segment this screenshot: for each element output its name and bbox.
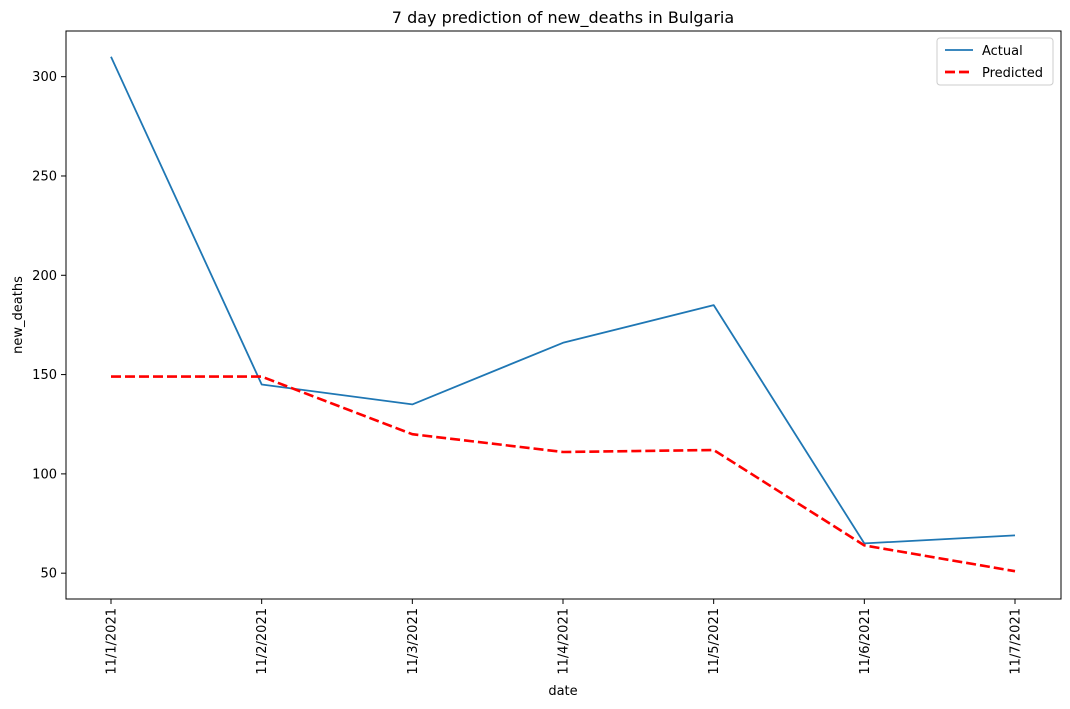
- chart-title: 7 day prediction of new_deaths in Bulgar…: [392, 8, 734, 28]
- y-tick-label: 250: [32, 169, 57, 184]
- x-tick-label: 11/7/2021: [1009, 608, 1024, 675]
- y-tick-label: 300: [32, 70, 57, 85]
- x-tick-label: 11/1/2021: [105, 608, 120, 675]
- y-axis: 50 100 150 200 250 300: [32, 70, 66, 582]
- y-axis-label: new_deaths: [11, 276, 26, 354]
- y-tick-label: 200: [32, 269, 57, 284]
- x-tick-label: 11/6/2021: [858, 608, 873, 675]
- x-tick-label: 11/4/2021: [557, 608, 572, 675]
- series-line-actual: [110, 56, 1016, 545]
- y-tick-label: 150: [32, 368, 57, 383]
- legend-label-actual: Actual: [982, 44, 1023, 59]
- x-axis: 11/1/2021 11/2/2021 11/3/2021 11/4/2021 11/5…: [105, 599, 1024, 675]
- series-line-predicted: [111, 375, 1016, 573]
- legend-label-predicted: Predicted: [982, 66, 1043, 81]
- legend: Actual Predicted: [936, 37, 1054, 86]
- y-tick-label: 100: [32, 467, 57, 482]
- series-layer: [110, 56, 1016, 573]
- x-tick-label: 11/2/2021: [255, 608, 270, 675]
- plot-area: [66, 31, 1061, 599]
- x-axis-label: date: [548, 684, 577, 699]
- x-tick-label: 11/3/2021: [406, 608, 421, 675]
- y-tick-label: 50: [40, 567, 57, 582]
- plot-frame: [65, 30, 1062, 600]
- x-tick-label: 11/5/2021: [707, 608, 722, 675]
